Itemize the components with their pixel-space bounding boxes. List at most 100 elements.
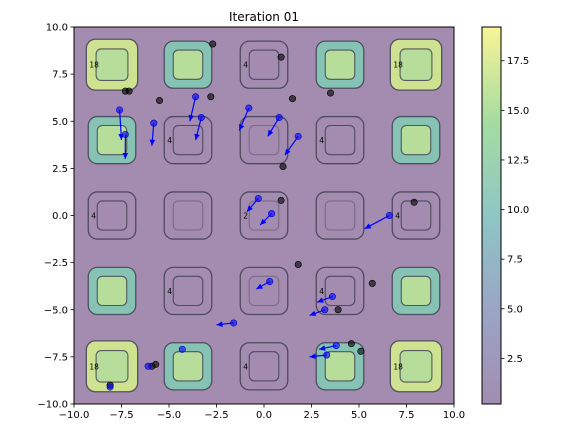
x-tick-label: −10.0 bbox=[59, 410, 90, 421]
contour-ring-inner bbox=[399, 349, 433, 383]
contour-label: 18 bbox=[393, 61, 403, 70]
agent-arrowhead bbox=[149, 139, 156, 146]
contour-cell bbox=[391, 115, 441, 165]
contour-label: 18 bbox=[393, 362, 403, 371]
contour-cell bbox=[87, 266, 137, 316]
contour-cell bbox=[239, 266, 289, 316]
blue-agent bbox=[254, 195, 262, 203]
contour-ring-inner bbox=[399, 48, 433, 82]
contour-ring-inner bbox=[248, 124, 280, 156]
blue-agent bbox=[178, 345, 186, 353]
black-point bbox=[326, 89, 334, 97]
agent-arrowhead bbox=[188, 114, 194, 122]
contour-ring-outer bbox=[239, 191, 289, 240]
black-point bbox=[207, 93, 215, 101]
contour-label: 4 bbox=[319, 287, 324, 296]
contour-ring-inner bbox=[96, 200, 128, 231]
agent-arrowhead bbox=[239, 124, 245, 131]
contour-ring-inner bbox=[95, 349, 129, 383]
contour-ring-inner bbox=[172, 275, 204, 307]
agent-arrowhead bbox=[256, 283, 264, 290]
contour-cell: 18 bbox=[389, 38, 443, 91]
agent-arrowhead bbox=[284, 148, 291, 156]
agent-arrowhead bbox=[194, 133, 200, 141]
contour-label: 4 bbox=[395, 212, 400, 221]
agent-arrowhead bbox=[216, 321, 223, 327]
x-tick-label: 10.0 bbox=[443, 410, 465, 421]
blue-agent bbox=[275, 113, 283, 121]
colorbar-tick-label: 10.0 bbox=[507, 205, 529, 216]
contour-ring-inner bbox=[248, 200, 280, 231]
contour-cell: 4 bbox=[239, 342, 289, 391]
black-point bbox=[334, 306, 342, 314]
contour-cell bbox=[163, 40, 213, 89]
black-point bbox=[125, 87, 133, 95]
contour-ring-inner bbox=[324, 275, 356, 307]
colorbar-frame bbox=[481, 26, 502, 405]
contour-ring-inner bbox=[324, 124, 356, 156]
blue-agent bbox=[268, 210, 276, 218]
contour-ring-outer bbox=[239, 40, 289, 89]
agent-arrowhead bbox=[246, 205, 253, 212]
black-point bbox=[277, 196, 285, 204]
contour-ring-inner bbox=[248, 275, 280, 307]
agent-arrowhead bbox=[260, 218, 267, 225]
x-tick-label: −5.0 bbox=[157, 410, 181, 421]
x-tick-label: −7.5 bbox=[109, 410, 133, 421]
contour-cell bbox=[163, 191, 213, 240]
blue-agent bbox=[245, 104, 253, 112]
black-point bbox=[368, 279, 376, 287]
agent-arrowhead bbox=[267, 129, 274, 137]
blue-agent bbox=[192, 93, 200, 101]
colorbar-gradient bbox=[482, 27, 501, 404]
blue-agent bbox=[197, 113, 205, 121]
contour-ring-inner bbox=[400, 275, 432, 307]
contour-cell bbox=[87, 115, 137, 165]
chart-title: Iteration 01 bbox=[229, 10, 299, 24]
y-tick-label: −7.5 bbox=[44, 352, 68, 363]
black-points-layer bbox=[106, 40, 418, 389]
x-tick-label: 5.0 bbox=[351, 410, 367, 421]
contour-ring-outer bbox=[315, 191, 365, 240]
x-tick-label: 7.5 bbox=[399, 410, 415, 421]
colorbar-axis: 2.5 5.0 7.5 10.0 12.5 15.0 17.5 bbox=[501, 56, 529, 365]
colorbar-tick-label: 15.0 bbox=[507, 106, 529, 117]
contour-cell: 4 bbox=[163, 266, 213, 316]
contour-ring-outer bbox=[315, 266, 365, 316]
contour-cell: 18 bbox=[85, 340, 139, 393]
black-point bbox=[277, 53, 285, 61]
y-tick-label: −2.5 bbox=[44, 258, 68, 269]
contour-ring-outer bbox=[163, 266, 213, 316]
colorbar-tick-label: 2.5 bbox=[507, 354, 523, 365]
contour-ring-outer bbox=[239, 115, 289, 165]
blue-agent bbox=[121, 130, 129, 138]
black-point bbox=[294, 261, 302, 269]
contour-ring-outer bbox=[239, 266, 289, 316]
contour-ring-outer bbox=[163, 115, 213, 165]
y-tick-label: 0.0 bbox=[52, 211, 68, 222]
x-tick-label: −2.5 bbox=[204, 410, 228, 421]
black-point bbox=[357, 347, 365, 355]
blue-agent bbox=[385, 212, 393, 220]
black-point bbox=[209, 40, 217, 48]
blue-agent bbox=[150, 119, 158, 127]
colorbar-tick-label: 12.5 bbox=[507, 155, 529, 166]
agent-arrowhead bbox=[122, 152, 129, 159]
plot-area: 18 4 18 4 4 4 2 4 4 4 18 4 18 bbox=[73, 26, 455, 405]
blue-agent bbox=[323, 351, 331, 359]
black-point bbox=[347, 340, 355, 348]
contour-ring-outer bbox=[315, 115, 365, 165]
black-point bbox=[279, 162, 287, 170]
contour-cell bbox=[239, 115, 289, 165]
y-tick-label: −5.0 bbox=[44, 305, 68, 316]
contour-label: 4 bbox=[91, 212, 96, 221]
y-tick-label: 5.0 bbox=[52, 117, 68, 128]
contour-label: 4 bbox=[243, 362, 248, 371]
contour-ring-inner bbox=[400, 124, 432, 156]
agent-arrowhead bbox=[309, 310, 317, 316]
contour-ring-inner bbox=[172, 124, 204, 156]
contour-ring-inner bbox=[172, 49, 204, 80]
contour-cell bbox=[315, 191, 365, 240]
blue-agent bbox=[106, 383, 114, 391]
